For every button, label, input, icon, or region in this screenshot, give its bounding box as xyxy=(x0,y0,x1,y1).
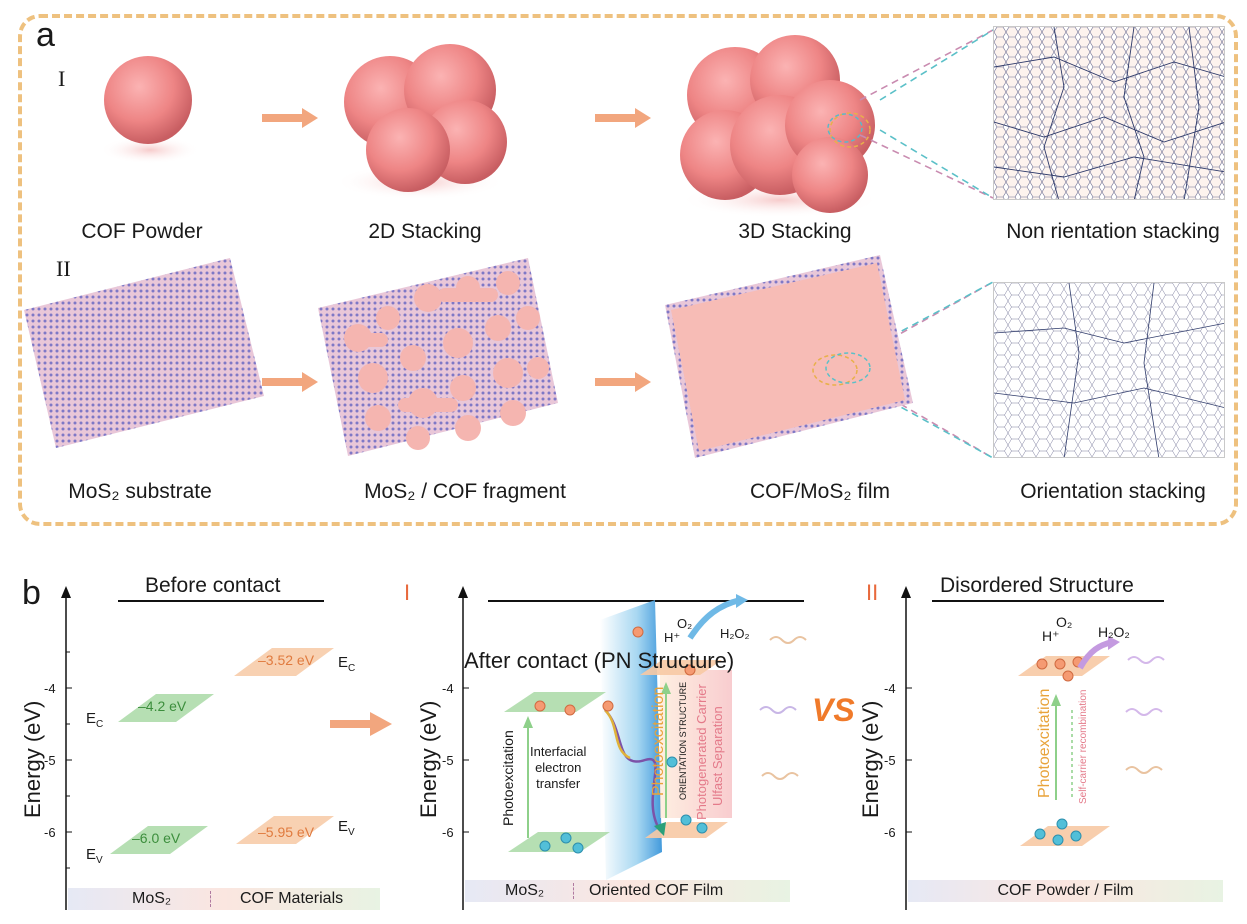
before-tick-6: -6 xyxy=(44,825,56,840)
disordered-photoexcitation: Photoexcitation xyxy=(1036,688,1053,798)
ec-right-label: EC xyxy=(338,654,356,674)
vs-label: VS xyxy=(812,692,855,728)
mos2-vb-value: –6.0 eV xyxy=(132,830,181,846)
cof-mos2-film-image xyxy=(665,255,913,458)
3d-stacking-image xyxy=(680,35,880,218)
row1-roman: I xyxy=(58,66,66,91)
mos2-substrate-image xyxy=(24,258,264,448)
after-bar-divider xyxy=(573,883,574,899)
after-material-bar: MoS₂ Oriented COF Film xyxy=(465,880,790,902)
disordered-h2o2: H₂O₂ xyxy=(1098,624,1130,640)
self-carrier-recombination: Self-carrier recombination xyxy=(1078,689,1089,805)
arrow-2 xyxy=(595,108,651,128)
disordered-heading: Disordered Structure xyxy=(940,574,1134,597)
ec-left-label: EC xyxy=(86,710,104,730)
interfacial-line-1: Interfacial xyxy=(530,744,587,759)
after-tick-6: -6 xyxy=(442,825,454,840)
interfacial-transfer-label: Interfacial electron transfer xyxy=(530,744,586,792)
arrow-1 xyxy=(262,108,318,128)
caption-non-orientation: Non rientation stacking xyxy=(1006,220,1220,243)
mos2-cof-fragment-image xyxy=(318,258,558,456)
arrow-4 xyxy=(595,372,651,392)
after-contact-heading: After contact (PN Structure) xyxy=(464,648,735,673)
disordered-tick-4: -4 xyxy=(884,681,896,696)
disordered-axis-title: Energy (eV) xyxy=(858,700,883,818)
after-o2: O₂ xyxy=(677,616,693,631)
after-h2o2: H₂O₂ xyxy=(720,626,750,641)
disordered-material-bar: COF Powder / Film xyxy=(908,880,1223,902)
panel-b-letter: b xyxy=(22,574,41,612)
disordered-tick-6: -6 xyxy=(884,825,896,840)
after-roman: I xyxy=(404,580,411,605)
interfacial-line-2: electron xyxy=(535,760,582,775)
disordered-o2: O₂ xyxy=(1056,614,1073,630)
caption-orientation-stacking: Orientation stacking xyxy=(1020,480,1206,503)
ev-right-label: EV xyxy=(338,818,355,838)
after-bar-oriented-cof: Oriented COF Film xyxy=(589,882,724,899)
orientation-thumbnail xyxy=(993,282,1225,458)
disordered-tick-5: -5 xyxy=(884,753,896,768)
mos2-cb-value: –4.2 eV xyxy=(138,698,187,714)
row2-roman: II xyxy=(56,256,71,281)
after-tick-4: -4 xyxy=(442,681,454,696)
interfacial-line-3: transfer xyxy=(536,776,581,791)
before-material-bar: MoS₂ COF Materials xyxy=(68,888,380,910)
caption-mos2-substrate: MoS₂ substrate xyxy=(68,480,212,503)
panel-a-frame xyxy=(18,14,1238,526)
cof-powder-image xyxy=(100,56,200,164)
non-orientation-thumbnail xyxy=(993,26,1225,200)
before-tick-4: -4 xyxy=(44,681,56,696)
bar-divider xyxy=(210,891,211,907)
cof-cb-value: –3.52 eV xyxy=(258,652,315,668)
caption-mos2-cof-fragment: MoS₂ / COF fragment xyxy=(364,480,566,503)
after-bar-mos2: MoS₂ xyxy=(505,882,545,899)
before-tick-5: -5 xyxy=(44,753,56,768)
caption-cof-mos2-film: COF/MoS₂ film xyxy=(750,480,890,503)
caption-2d-stacking: 2D Stacking xyxy=(368,220,482,243)
arrow-3 xyxy=(262,372,318,392)
cof-vb-value: –5.95 eV xyxy=(258,824,315,840)
ev-left-label: EV xyxy=(86,846,103,866)
after-tick-5: -5 xyxy=(442,753,454,768)
caption-3d-stacking: 3D Stacking xyxy=(738,220,852,243)
before-contact-heading: Before contact xyxy=(145,574,281,597)
panel-a-letter: a xyxy=(36,16,55,54)
2d-stacking-image xyxy=(335,44,507,200)
after-h-plus: H⁺ xyxy=(664,630,681,645)
bar-cof-materials: COF Materials xyxy=(240,890,344,907)
bar-mos2: MoS₂ xyxy=(132,890,172,907)
caption-cof-powder: COF Powder xyxy=(81,220,203,243)
disordered-h-plus: H⁺ xyxy=(1042,628,1060,644)
disordered-roman: II xyxy=(866,580,879,605)
